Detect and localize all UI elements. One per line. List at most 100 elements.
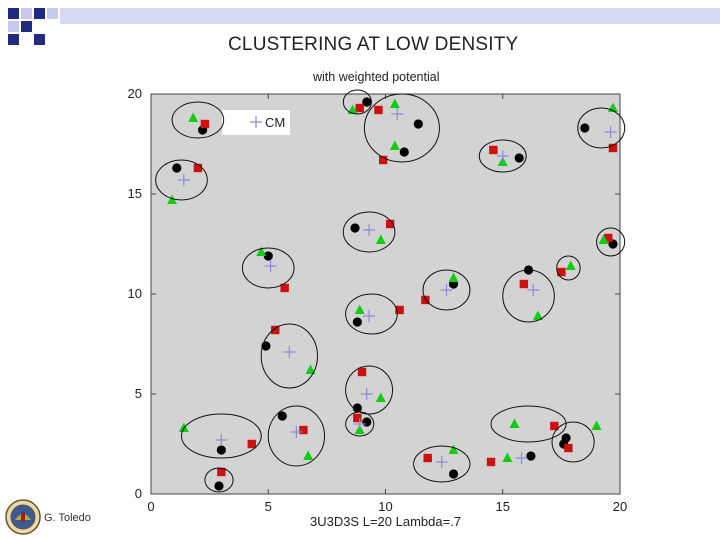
point-black	[413, 119, 423, 129]
x-tick-label: 5	[265, 499, 272, 514]
point-green	[448, 272, 459, 282]
point-red	[271, 325, 280, 335]
cluster-ellipse	[422, 269, 471, 311]
corner-square	[8, 21, 19, 32]
x-tick-label: 10	[378, 499, 392, 514]
point-green	[167, 194, 178, 204]
point-red	[519, 279, 529, 289]
point-red	[217, 467, 226, 477]
point-red	[486, 457, 496, 467]
cluster-ellipse	[342, 89, 372, 115]
point-green	[375, 234, 386, 244]
point-green	[347, 104, 358, 114]
point-green	[375, 392, 386, 402]
point-red	[355, 103, 364, 113]
cluster-ellipse	[171, 101, 225, 139]
legend-label: CM	[265, 115, 285, 130]
corner-square	[21, 21, 32, 32]
cluster-ellipse	[345, 293, 398, 335]
y-tick-label: 20	[128, 86, 142, 101]
cluster-ellipse	[556, 255, 581, 281]
point-green	[354, 304, 365, 314]
x-tick-label: 0	[147, 499, 154, 514]
point-black	[362, 97, 372, 107]
cluster-ellipse	[204, 467, 234, 493]
point-red	[357, 367, 367, 377]
corner-square	[21, 8, 32, 19]
y-tick-label: 5	[135, 386, 142, 401]
point-green	[178, 422, 189, 432]
cluster-ellipse	[413, 445, 471, 483]
cluster-ellipse	[502, 269, 555, 323]
point-red	[608, 143, 618, 153]
point-black	[172, 163, 182, 173]
point-black	[216, 445, 226, 455]
point-green	[565, 260, 576, 270]
point-red	[385, 219, 395, 229]
point-green	[598, 234, 609, 244]
point-red	[489, 145, 498, 155]
point-black	[362, 417, 372, 427]
point-red	[200, 119, 210, 129]
cluster-ellipse	[342, 211, 396, 253]
point-black	[214, 481, 224, 491]
cluster-ellipse	[241, 247, 295, 289]
x-tick-label: 15	[496, 499, 510, 514]
point-red	[557, 267, 566, 277]
y-tick-label: 15	[128, 186, 142, 201]
chart-subtitle: with weighted potential	[313, 70, 440, 84]
author-credit: G. Toledo	[44, 512, 91, 524]
point-green	[389, 98, 400, 108]
corner-square	[34, 8, 45, 19]
corner-square	[8, 34, 19, 45]
point-green	[502, 452, 513, 462]
point-black	[448, 469, 459, 479]
point-red	[193, 163, 203, 173]
slide-title: CLUSTERING AT LOW DENSITY	[228, 34, 519, 55]
point-red	[378, 155, 388, 165]
header-stripe	[60, 8, 720, 24]
corner-square	[8, 8, 19, 19]
point-red	[280, 283, 289, 293]
cluster-ellipse	[596, 227, 626, 257]
cluster-ellipse	[478, 139, 527, 173]
point-black	[277, 411, 287, 421]
y-tick-label: 10	[128, 286, 142, 301]
point-green	[389, 140, 400, 150]
point-red	[604, 233, 613, 243]
x-axis-label: 3U3D3S L=20 Lambda=.7	[310, 514, 461, 529]
point-red	[421, 295, 430, 305]
point-red	[395, 305, 404, 315]
point-red	[299, 425, 308, 435]
point-red	[550, 421, 559, 431]
point-black	[263, 251, 273, 261]
cluster-ellipse	[577, 107, 626, 149]
point-green	[303, 450, 314, 460]
point-black	[580, 123, 590, 133]
point-red	[423, 453, 432, 463]
point-black	[350, 223, 360, 233]
point-green	[591, 420, 602, 430]
corner-square	[47, 8, 58, 19]
point-red	[247, 439, 257, 449]
corner-decoration	[0, 0, 60, 45]
cluster-ellipse	[345, 365, 394, 415]
cluster-ellipse	[551, 421, 595, 463]
cluster-ellipse	[345, 411, 375, 437]
x-tick-label: 20	[613, 499, 627, 514]
point-black	[526, 451, 536, 461]
point-green	[509, 418, 520, 428]
cluster-ellipse	[260, 323, 318, 389]
corner-square	[34, 34, 45, 45]
cluster-ellipse	[267, 405, 326, 467]
point-green	[188, 112, 199, 122]
point-green	[448, 444, 459, 454]
point-green	[256, 246, 267, 256]
point-black	[514, 153, 524, 163]
university-seal-icon	[5, 499, 41, 535]
cluster-ellipse	[155, 159, 208, 201]
point-red	[353, 413, 362, 423]
point-red	[564, 443, 573, 453]
point-green	[305, 364, 316, 374]
